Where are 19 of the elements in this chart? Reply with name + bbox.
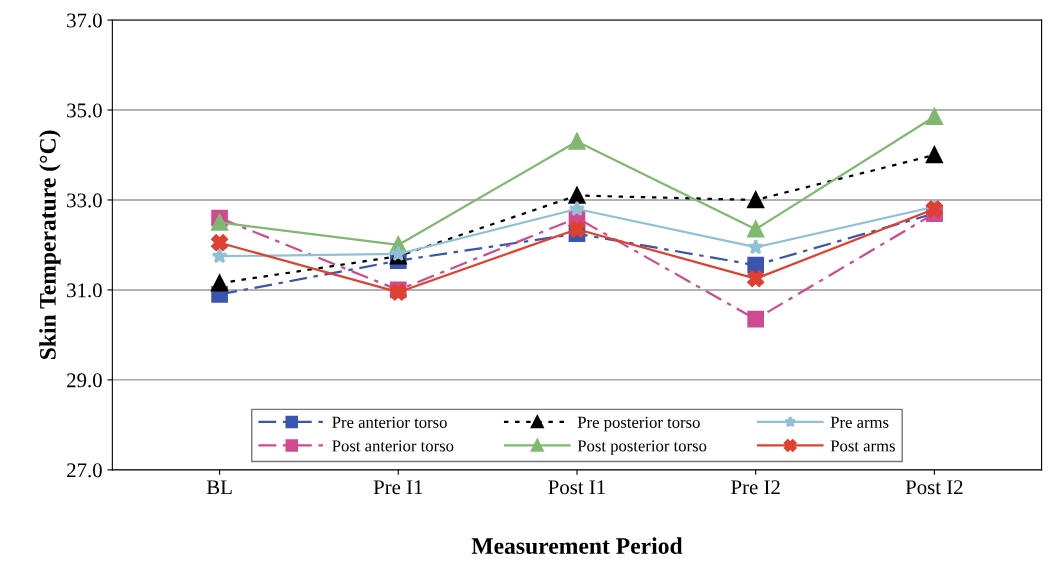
x-axis-title: Measurement Period: [471, 537, 683, 555]
legend-label: Pre anterior torso: [332, 416, 447, 428]
y-tick-label: 29.0: [67, 373, 102, 388]
x-tick-label: Pre I1: [373, 480, 423, 495]
y-tick-label: 35.0: [67, 103, 102, 118]
y-tick-label: 33.0: [67, 193, 102, 208]
legend-label: Post arms: [830, 440, 895, 452]
x-tick-label: Post I1: [548, 480, 605, 495]
x-tick-label: Post I2: [905, 480, 963, 495]
y-tick-label: 31.0: [67, 283, 102, 298]
x-tick-label: Pre I2: [731, 480, 780, 495]
y-tick-label: 27.0: [67, 463, 102, 478]
legend-label: Post posterior torso: [577, 440, 707, 455]
y-axis-title: Skin Temperature (°C): [39, 130, 61, 360]
y-tick-label: 37.0: [67, 13, 102, 28]
legend-label: Pre arms: [830, 416, 889, 428]
legend-label: Pre posterior torso: [577, 416, 700, 432]
x-tick-label: BL: [206, 480, 232, 495]
legend-label: Post anterior torso: [332, 440, 454, 452]
